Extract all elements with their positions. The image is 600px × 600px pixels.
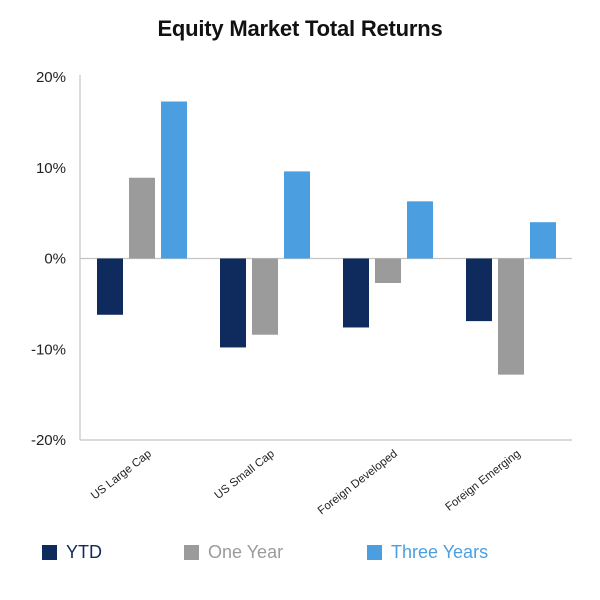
category-label: Foreign Developed: [316, 448, 400, 517]
legend-item-one-year: One Year: [184, 540, 283, 564]
bar-ytd: [220, 258, 246, 348]
y-tick-label: 20%: [36, 69, 66, 86]
legend-swatch: [42, 544, 57, 560]
bar-one-year: [252, 258, 278, 335]
y-tick-label: 10%: [36, 160, 66, 177]
bar-one-year: [129, 177, 155, 259]
category-label: US Small Cap: [213, 448, 277, 502]
category-label: Foreign Emerging: [443, 448, 522, 514]
legend: YTD One Year Three Years: [42, 540, 582, 564]
bar-ytd: [97, 258, 123, 315]
legend-swatch: [367, 544, 382, 560]
bar-ytd: [343, 258, 369, 328]
category-label: US Large Cap: [89, 448, 154, 502]
bar-three-years: [407, 201, 433, 259]
bars: [97, 101, 556, 375]
bar-one-year: [375, 258, 401, 284]
bar-one-year: [498, 258, 524, 375]
legend-label: One Year: [208, 541, 284, 562]
legend-label: YTD: [66, 541, 102, 562]
category-labels: US Large Cap US Small Cap Foreign Develope…: [89, 448, 523, 517]
bar-ytd: [466, 258, 492, 322]
chart-title: Equity Market Total Returns: [157, 16, 443, 41]
legend-item-three-years: Three Years: [367, 540, 488, 564]
bar-three-years: [161, 101, 187, 259]
y-tick-label: -10%: [31, 341, 66, 358]
legend-label: Three Years: [391, 541, 489, 562]
y-tick-label: -20%: [31, 432, 66, 449]
legend-swatch: [184, 544, 199, 560]
y-tick-labels: 20% 10% 0% -10% -20%: [31, 69, 66, 449]
bar-three-years: [530, 222, 556, 259]
y-tick-label: 0%: [44, 251, 66, 268]
bar-three-years: [284, 171, 310, 259]
legend-item-ytd: YTD: [42, 540, 102, 564]
